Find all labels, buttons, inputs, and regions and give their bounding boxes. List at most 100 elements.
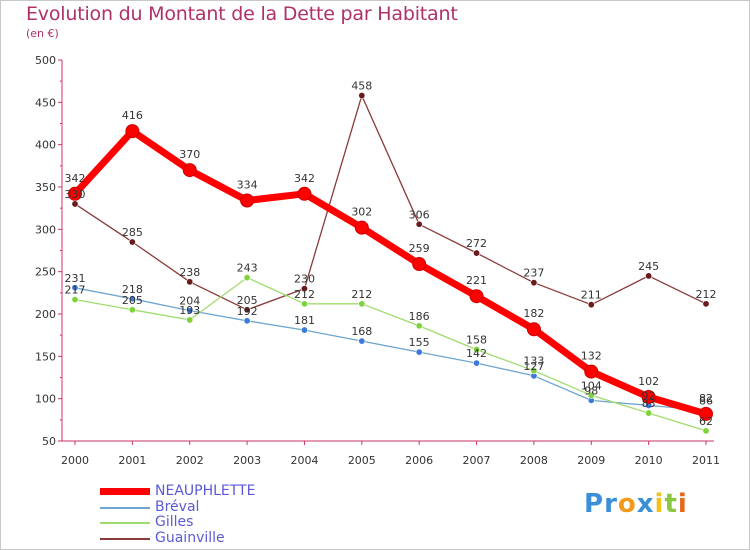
- series-line-bréval: [74, 287, 707, 412]
- data-point: [300, 326, 308, 334]
- data-label: 98: [584, 384, 598, 397]
- data-point: [186, 307, 194, 315]
- logo-letter: r: [604, 489, 618, 519]
- data-label: 416: [122, 109, 143, 122]
- data-point: [587, 391, 595, 399]
- data-point: [473, 346, 481, 354]
- data-label: 217: [65, 284, 86, 297]
- data-point: [182, 163, 197, 178]
- data-label: 272: [466, 237, 487, 250]
- data-point: [645, 409, 653, 417]
- data-label: 221: [466, 274, 487, 287]
- data-point: [71, 284, 79, 292]
- data-label: 86: [699, 395, 713, 408]
- data-point: [358, 300, 366, 308]
- data-label: 168: [351, 325, 372, 338]
- data-label: 62: [699, 415, 713, 428]
- data-point: [358, 92, 366, 100]
- legend-swatch: [100, 522, 150, 524]
- y-tick-label: 350: [35, 181, 56, 194]
- series-line-gilles: [74, 276, 707, 432]
- data-point: [128, 306, 136, 314]
- data-point: [530, 367, 538, 375]
- data-point: [469, 289, 484, 304]
- data-point: [243, 306, 251, 314]
- x-tick-label: 2009: [577, 454, 605, 467]
- data-point: [473, 359, 481, 367]
- x-tick-label: 2003: [233, 454, 261, 467]
- data-label: 158: [466, 334, 487, 347]
- logo-letter: i: [654, 489, 665, 519]
- x-tick-label: 2005: [348, 454, 376, 467]
- data-point: [702, 427, 710, 435]
- data-point: [641, 389, 656, 404]
- logo-letter: P: [584, 489, 605, 519]
- data-label: 212: [351, 288, 372, 301]
- y-tick-label: 250: [35, 266, 56, 279]
- logo-letter: x: [636, 489, 655, 519]
- data-label: 230: [294, 273, 315, 286]
- x-tick-label: 2007: [463, 454, 491, 467]
- data-label: 83: [642, 397, 656, 410]
- data-label: 182: [523, 307, 544, 320]
- data-point: [243, 317, 251, 325]
- data-label: 458: [351, 80, 372, 93]
- data-point: [186, 316, 194, 324]
- data-label: 212: [294, 288, 315, 301]
- data-point: [412, 257, 427, 272]
- data-label: 193: [179, 304, 200, 317]
- y-tick-label: 100: [35, 393, 56, 406]
- y-tick-label: 450: [35, 96, 56, 109]
- y-tick-label: 500: [35, 54, 56, 67]
- data-label: 259: [409, 242, 430, 255]
- data-point: [473, 249, 481, 257]
- data-label: 285: [122, 226, 143, 239]
- legend-label: Guainville: [155, 529, 225, 546]
- data-label: 211: [581, 289, 602, 302]
- data-point: [415, 322, 423, 330]
- data-label: 92: [642, 389, 656, 402]
- data-point: [71, 200, 79, 208]
- y-tick-label: 300: [35, 223, 56, 236]
- y-tick-label: 200: [35, 308, 56, 321]
- data-point: [699, 406, 713, 421]
- legend-label: NEAUPHLETTE: [155, 483, 256, 499]
- data-label: 342: [294, 172, 315, 185]
- y-tick-label: 400: [35, 139, 56, 152]
- data-label: 330: [65, 188, 86, 201]
- data-label: 205: [122, 294, 143, 307]
- data-label: 142: [466, 347, 487, 360]
- data-label: 334: [237, 179, 258, 192]
- data-point: [125, 124, 140, 139]
- data-label: 104: [581, 379, 602, 392]
- legend-swatch: [100, 537, 150, 540]
- logo-letter: i: [677, 489, 688, 519]
- x-tick-label: 2000: [61, 454, 89, 467]
- data-label: 205: [237, 294, 258, 307]
- x-tick-label: 2002: [176, 454, 204, 467]
- data-point: [354, 220, 369, 235]
- data-label: 237: [523, 267, 544, 280]
- legend-item: NEAUPHLETTE: [100, 483, 320, 500]
- chart-title: Evolution du Montant de la Dette par Hab…: [26, 3, 458, 25]
- x-tick-label: 2008: [520, 454, 548, 467]
- data-label: 238: [179, 266, 200, 279]
- data-label: 306: [409, 208, 430, 221]
- data-label: 127: [523, 360, 544, 373]
- x-tick-label: 2010: [635, 454, 663, 467]
- legend-item: Gilles: [100, 514, 320, 531]
- series-line-guainville: [74, 94, 707, 311]
- data-label: 204: [179, 295, 200, 308]
- chart-subtitle: (en €): [26, 27, 59, 40]
- logo-letter: o: [617, 489, 637, 519]
- data-label: 181: [294, 314, 315, 327]
- legend-swatch: [100, 506, 150, 509]
- data-point: [68, 186, 82, 201]
- data-label: 218: [122, 283, 143, 296]
- data-point: [587, 301, 595, 309]
- logo-letter: t: [664, 489, 678, 519]
- data-label: 186: [409, 310, 430, 323]
- data-label: 82: [699, 392, 713, 405]
